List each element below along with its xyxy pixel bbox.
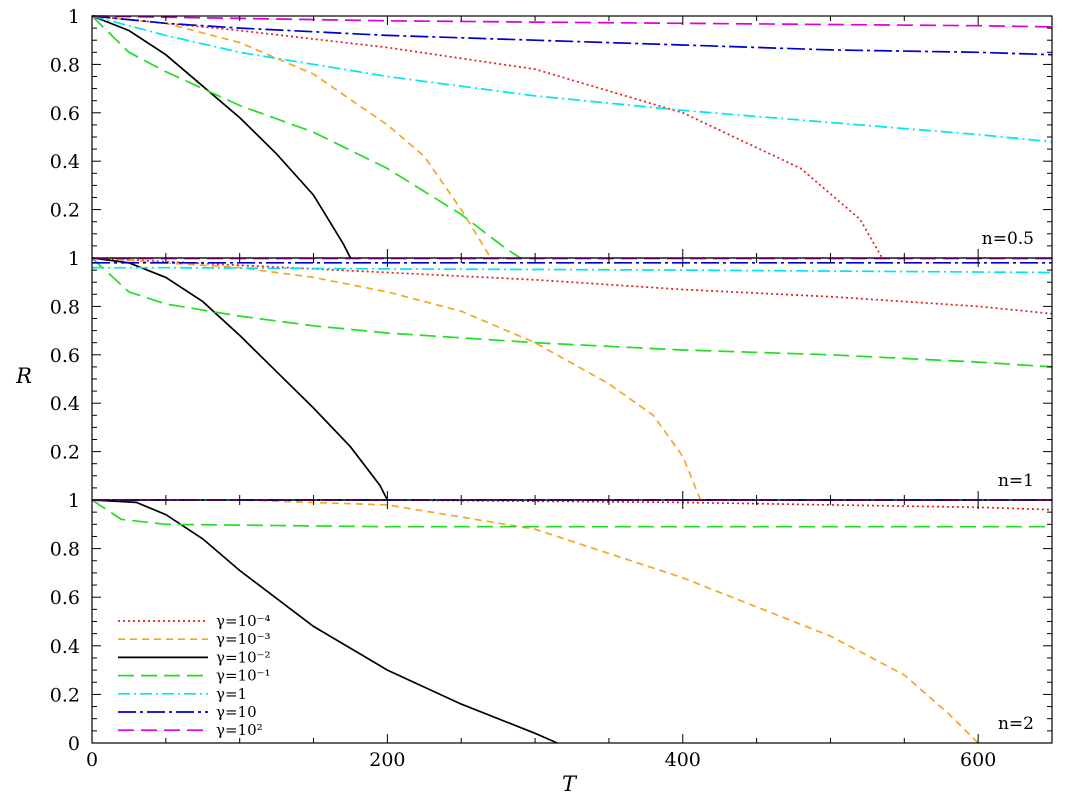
series-line-1 [92, 499, 1053, 511]
y-tick-label: 0.8 [50, 539, 80, 561]
x-tick-label: 400 [665, 749, 701, 771]
legend-label: γ=10⁻¹ [216, 667, 271, 685]
y-tick-label: 1 [68, 6, 80, 28]
panels: 0.20.40.60.81n=0.50.20.40.60.81n=100.20.… [50, 6, 1053, 771]
y-tick-label: 0.2 [50, 442, 80, 464]
legend-label: γ=10⁻⁴ [216, 612, 271, 630]
series-line-4 [91, 499, 1052, 528]
legend-item: γ=10⁻⁴ [118, 612, 271, 630]
series-line-4 [91, 15, 521, 259]
legend-item: γ=10 [118, 703, 257, 721]
legend-label: γ=10² [216, 721, 263, 739]
series-line-2 [91, 257, 702, 501]
series-line-3 [91, 15, 352, 259]
panel-label: n=1 [998, 471, 1034, 491]
panel-label: n=2 [998, 714, 1034, 734]
y-tick-label: 1 [68, 248, 80, 270]
y-tick-label: 0.6 [50, 103, 80, 125]
series-line-6 [91, 15, 1053, 56]
legend-label: γ=10⁻² [216, 648, 271, 666]
y-tick-label: 0.4 [50, 636, 80, 658]
series-line-2 [91, 15, 492, 259]
y-tick-label: 0.6 [50, 345, 80, 367]
legend-item: γ=10⁻² [118, 648, 271, 666]
y-tick-label: 0 [68, 733, 80, 755]
panel-1: 0.2 0.4 0.6 0.8 1 n=0.5 [50, 6, 1053, 259]
panel-label: n=0.5 [982, 229, 1034, 249]
legend-item: γ=10⁻³ [118, 630, 271, 648]
legend-item: γ=1 [118, 685, 247, 703]
y-axis-title: R [15, 364, 32, 388]
y-tick-label: 0.2 [50, 200, 80, 222]
y-tick-label: 0.8 [50, 296, 80, 318]
legend-item: γ=10² [118, 721, 263, 739]
series-line-5 [91, 15, 1053, 143]
y-tick-label: 0.2 [50, 684, 80, 706]
x-tick-label: 600 [960, 749, 996, 771]
series-line-3 [91, 257, 389, 501]
x-tick-label: 200 [369, 749, 405, 771]
legend-label: γ=10 [216, 703, 257, 721]
x-axis-ticks: 0 200 400 600 [86, 749, 996, 771]
legend-item: γ=10⁻¹ [118, 667, 271, 685]
series-line-3 [91, 499, 558, 744]
series-line-5 [92, 266, 1053, 274]
panel-3: 0 0.2 0.4 0.6 0.8 1 n=2 [50, 490, 1053, 755]
series-line-4 [91, 257, 1053, 368]
x-tick-label: 0 [86, 749, 98, 771]
legend-label: γ=10⁻³ [216, 630, 271, 648]
series-line-1 [91, 257, 1053, 315]
y-tick-label: 0.8 [50, 54, 80, 76]
panel-2: 0.2 0.4 0.6 0.8 1 n=1 [50, 248, 1053, 501]
series-line-7 [91, 15, 1053, 28]
series-line-2 [92, 499, 979, 744]
y-tick-label: 0.6 [50, 587, 80, 609]
x-axis-title: T [562, 772, 578, 796]
y-tick-label: 1 [68, 490, 80, 512]
legend: γ=10⁻⁴γ=10⁻³γ=10⁻²γ=10⁻¹γ=1γ=10γ=10² [118, 612, 271, 739]
series-line-1 [91, 15, 883, 259]
legend-label: γ=1 [216, 685, 247, 703]
panel-frame [91, 257, 1053, 501]
y-tick-label: 0.4 [50, 151, 80, 173]
y-tick-label: 0.4 [50, 393, 80, 415]
